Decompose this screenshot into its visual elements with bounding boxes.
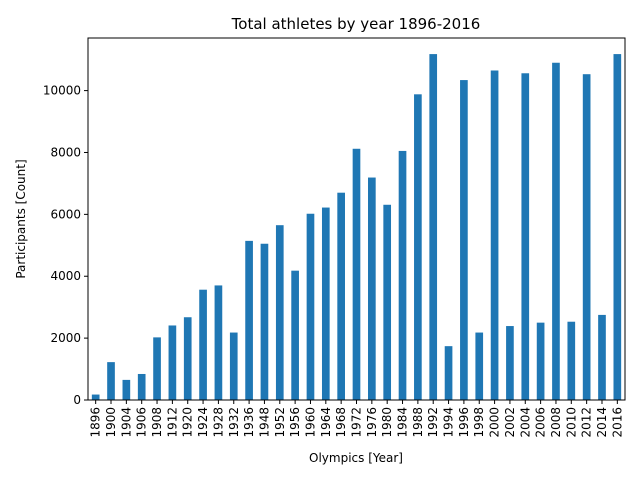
bar-1976	[368, 177, 376, 400]
bar-2004	[521, 73, 530, 401]
x-tick-label: 1900	[104, 407, 118, 438]
bar-1956	[291, 270, 299, 400]
bar-1904	[122, 379, 131, 400]
y-tick-label: 2000	[50, 331, 81, 345]
x-tick-label: 2016	[610, 407, 624, 438]
x-tick-label: 1924	[196, 407, 210, 438]
bar-1928	[214, 285, 223, 400]
bar-1896	[91, 394, 100, 400]
y-axis-ticks: 0 2000 4000 6000 8000 10000	[43, 84, 88, 407]
x-tick-label: 1992	[426, 407, 440, 438]
x-tick-label: 2012	[580, 407, 594, 438]
bar-1920	[183, 317, 192, 400]
bar-1924	[199, 289, 207, 400]
bar-1994	[444, 346, 453, 400]
bars-group	[91, 54, 622, 401]
bar-1968	[337, 192, 345, 400]
x-tick-label: 2004	[518, 407, 532, 438]
bar-2014	[598, 314, 606, 400]
plot-frame	[87, 37, 626, 401]
bar-1996	[460, 80, 468, 400]
bar-2008	[552, 62, 560, 400]
x-tick-label: 1964	[319, 407, 333, 438]
x-tick-label: 1988	[411, 407, 425, 438]
x-tick-label: 1972	[350, 407, 364, 438]
bar-1900	[107, 362, 115, 400]
bar-1998	[475, 332, 484, 400]
bar-1952	[275, 225, 284, 400]
x-tick-label: 1928	[211, 407, 225, 438]
bar-1964	[321, 207, 330, 400]
bar-1988	[414, 94, 422, 400]
x-tick-label: 1960	[303, 407, 317, 438]
x-axis-label: Olympics [Year]	[309, 451, 403, 465]
y-tick-label: 6000	[50, 207, 81, 221]
x-tick-label: 1980	[380, 407, 394, 438]
bar-2016	[613, 54, 622, 401]
x-tick-label: 2006	[534, 407, 548, 438]
bar-1908	[153, 337, 161, 400]
chart-title: Total athletes by year 1896-2016	[231, 15, 481, 33]
x-tick-label: 1904	[119, 407, 133, 438]
bar-1992	[429, 54, 438, 401]
x-tick-label: 1952	[273, 407, 287, 438]
x-tick-label: 1906	[135, 407, 149, 438]
x-tick-label: 1976	[365, 407, 379, 438]
bar-2006	[536, 322, 545, 400]
y-tick-label: 10000	[43, 84, 81, 98]
x-tick-label: 2008	[549, 407, 563, 438]
y-tick-label: 0	[73, 393, 81, 407]
bar-1936	[245, 240, 253, 400]
x-tick-label: 1908	[150, 407, 164, 438]
bar-1960	[306, 213, 315, 400]
x-tick-label: 2014	[595, 407, 609, 438]
bar-1980	[383, 204, 392, 400]
x-tick-label: 1994	[442, 407, 456, 438]
x-tick-label: 1984	[396, 407, 410, 438]
bar-2012	[582, 74, 591, 400]
x-tick-label: 1948	[257, 407, 271, 438]
x-tick-label: 1956	[288, 407, 302, 438]
x-tick-label: 1998	[472, 407, 486, 438]
bar-1948	[260, 243, 269, 400]
bar-2000	[490, 70, 499, 401]
x-tick-label: 1912	[165, 407, 179, 438]
bar-1932	[229, 332, 238, 400]
bar-2002	[506, 326, 514, 400]
bar-2010	[567, 321, 576, 400]
bar-1972	[352, 148, 361, 400]
x-tick-label: 2002	[503, 407, 517, 438]
x-tick-label: 1996	[457, 407, 471, 438]
bar-1912	[168, 325, 177, 400]
x-tick-label: 2010	[564, 407, 578, 438]
x-tick-label: 1936	[242, 407, 256, 438]
x-tick-label: 1896	[89, 407, 103, 438]
x-tick-label: 1920	[181, 407, 195, 438]
x-axis-ticks: 1896 1900 1904 1906 1908 1912 1920 1924 1928 1932…	[89, 400, 624, 438]
x-tick-label: 1932	[227, 407, 241, 438]
x-tick-label: 2000	[488, 407, 502, 438]
bar-1984	[398, 150, 407, 400]
y-tick-label: 8000	[50, 145, 81, 159]
y-tick-label: 4000	[50, 269, 81, 283]
x-tick-label: 1968	[334, 407, 348, 438]
y-axis-label: Participants [Count]	[14, 159, 28, 278]
bar-1906	[137, 373, 146, 400]
